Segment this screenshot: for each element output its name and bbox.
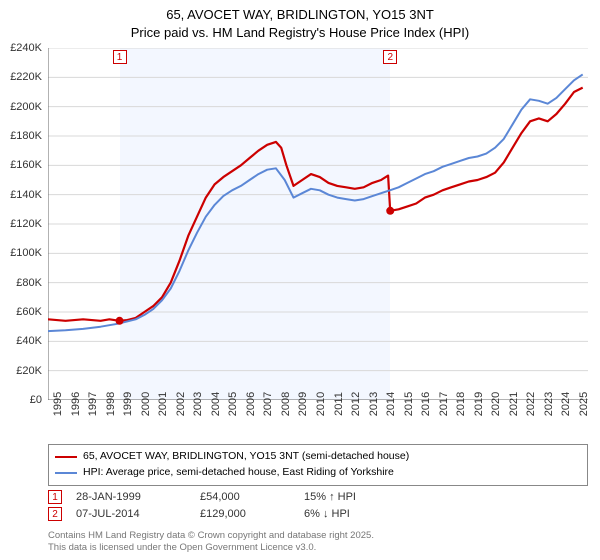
callout-marker: 2 bbox=[383, 50, 397, 64]
y-tick-label: £60K bbox=[16, 306, 42, 318]
x-tick-label: 1995 bbox=[48, 392, 64, 416]
event-row-1: 1 28-JAN-1999 £54,000 15% ↑ HPI bbox=[48, 490, 588, 504]
y-tick-label: £120K bbox=[10, 218, 42, 230]
x-tick-label: 2022 bbox=[521, 392, 537, 416]
y-tick-label: £200K bbox=[10, 101, 42, 113]
y-tick-label: £0 bbox=[30, 394, 42, 406]
x-tick-label: 2018 bbox=[451, 392, 467, 416]
footnote-line2: This data is licensed under the Open Gov… bbox=[48, 542, 588, 554]
legend-label-series2: HPI: Average price, semi-detached house,… bbox=[83, 465, 394, 481]
plot-background bbox=[48, 48, 588, 400]
title-subtitle: Price paid vs. HM Land Registry's House … bbox=[0, 24, 600, 42]
event-delta-2: 6% ↓ HPI bbox=[304, 508, 350, 520]
x-tick-label: 2009 bbox=[293, 392, 309, 416]
event-delta-1: 15% ↑ HPI bbox=[304, 491, 356, 503]
y-tick-label: £20K bbox=[16, 365, 42, 377]
chart-container: 65, AVOCET WAY, BRIDLINGTON, YO15 3NT Pr… bbox=[0, 0, 600, 560]
legend-swatch-series1 bbox=[55, 456, 77, 458]
event-price-2: £129,000 bbox=[200, 508, 290, 520]
events-list: 1 28-JAN-1999 £54,000 15% ↑ HPI 2 07-JUL… bbox=[48, 490, 588, 524]
x-tick-label: 2006 bbox=[241, 392, 257, 416]
x-tick-label: 2019 bbox=[469, 392, 485, 416]
footnote-line1: Contains HM Land Registry data © Crown c… bbox=[48, 530, 588, 542]
event-marker-1: 1 bbox=[48, 490, 62, 504]
x-tick-label: 2014 bbox=[381, 392, 397, 416]
y-tick-label: £100K bbox=[10, 247, 42, 259]
series-svg bbox=[48, 48, 588, 400]
x-tick-label: 2015 bbox=[399, 392, 415, 416]
x-tick-label: 2012 bbox=[346, 392, 362, 416]
chart-area: £0£20K£40K£60K£80K£100K£120K£140K£160K£1… bbox=[48, 48, 588, 400]
callout-marker: 1 bbox=[113, 50, 127, 64]
x-tick-label: 2003 bbox=[188, 392, 204, 416]
y-tick-label: £140K bbox=[10, 189, 42, 201]
y-tick-label: £240K bbox=[10, 42, 42, 54]
x-tick-label: 2021 bbox=[504, 392, 520, 416]
x-tick-label: 2001 bbox=[153, 392, 169, 416]
event-date-2: 07-JUL-2014 bbox=[76, 508, 186, 520]
x-tick-label: 2024 bbox=[556, 392, 572, 416]
event-price-1: £54,000 bbox=[200, 491, 290, 503]
x-tick-label: 2007 bbox=[258, 392, 274, 416]
x-tick-label: 1999 bbox=[118, 392, 134, 416]
event-marker-2: 2 bbox=[48, 507, 62, 521]
y-tick-label: £220K bbox=[10, 71, 42, 83]
x-tick-label: 2017 bbox=[434, 392, 450, 416]
x-tick-label: 2013 bbox=[364, 392, 380, 416]
legend-label-series1: 65, AVOCET WAY, BRIDLINGTON, YO15 3NT (s… bbox=[83, 449, 409, 465]
x-tick-label: 2004 bbox=[206, 392, 222, 416]
legend-swatch-series2 bbox=[55, 472, 77, 474]
x-tick-label: 2008 bbox=[276, 392, 292, 416]
y-tick-label: £40K bbox=[16, 335, 42, 347]
event-row-2: 2 07-JUL-2014 £129,000 6% ↓ HPI bbox=[48, 507, 588, 521]
title-block: 65, AVOCET WAY, BRIDLINGTON, YO15 3NT Pr… bbox=[0, 0, 600, 41]
x-tick-label: 1996 bbox=[66, 392, 82, 416]
x-tick-label: 2020 bbox=[486, 392, 502, 416]
x-tick-label: 2025 bbox=[574, 392, 590, 416]
y-tick-label: £160K bbox=[10, 159, 42, 171]
x-tick-label: 2016 bbox=[416, 392, 432, 416]
x-tick-label: 2010 bbox=[311, 392, 327, 416]
x-tick-label: 2011 bbox=[329, 392, 345, 416]
legend: 65, AVOCET WAY, BRIDLINGTON, YO15 3NT (s… bbox=[48, 444, 588, 486]
x-tick-label: 2002 bbox=[171, 392, 187, 416]
x-tick-label: 1998 bbox=[101, 392, 117, 416]
y-tick-label: £180K bbox=[10, 130, 42, 142]
y-tick-label: £80K bbox=[16, 277, 42, 289]
title-address: 65, AVOCET WAY, BRIDLINGTON, YO15 3NT bbox=[0, 6, 600, 24]
x-tick-label: 1997 bbox=[83, 392, 99, 416]
x-tick-label: 2000 bbox=[136, 392, 152, 416]
event-date-1: 28-JAN-1999 bbox=[76, 491, 186, 503]
legend-row-series1: 65, AVOCET WAY, BRIDLINGTON, YO15 3NT (s… bbox=[55, 449, 581, 465]
x-tick-label: 2005 bbox=[223, 392, 239, 416]
footnote: Contains HM Land Registry data © Crown c… bbox=[48, 530, 588, 554]
legend-row-series2: HPI: Average price, semi-detached house,… bbox=[55, 465, 581, 481]
x-tick-label: 2023 bbox=[539, 392, 555, 416]
